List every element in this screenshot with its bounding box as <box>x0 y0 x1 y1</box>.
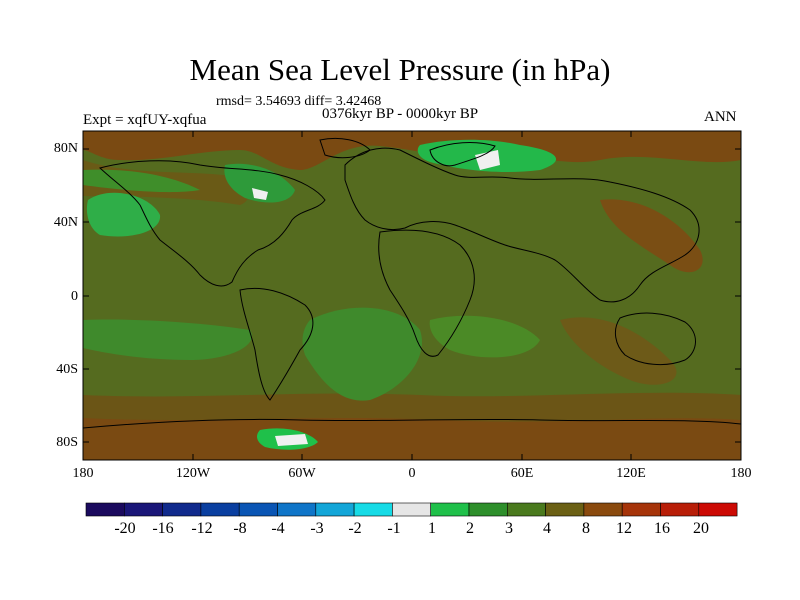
colorbar-swatch-12 <box>506 502 546 517</box>
greenland-outline <box>319 137 371 159</box>
colorbar <box>85 502 738 517</box>
colorbar-swatch-13 <box>545 502 585 517</box>
colorbar-label-7: -2 <box>348 520 362 537</box>
colorbar-label-3: -12 <box>191 520 213 537</box>
season-label: ANN <box>704 109 737 125</box>
lon-tick-0: 0 <box>408 466 416 481</box>
lon-tick-120e: 120E <box>616 466 646 481</box>
white-spot-north-europe <box>475 150 500 170</box>
colorbar-label-16: 20 <box>693 520 709 537</box>
stats-line: rmsd= 3.54693 diff= 3.42468 <box>216 94 382 109</box>
colorbar-swatch-7 <box>315 502 355 517</box>
experiment-label: Expt = xqfUY-xqfua <box>83 112 207 128</box>
lat-tick-marks <box>83 148 741 443</box>
colorbar-label-2: -16 <box>152 520 174 537</box>
lon-tick-180e: 180 <box>730 466 752 481</box>
colorbar-label-10: 2 <box>466 520 474 537</box>
colorbar-label-13: 8 <box>582 520 590 537</box>
colorbar-label-9: 1 <box>428 520 436 537</box>
lat-tick-80s: 80S <box>56 435 78 450</box>
brown-arctic-band <box>83 131 741 170</box>
south-america-outline <box>239 287 314 401</box>
colorbar-swatch-16 <box>660 502 700 517</box>
lat-tick-40s: 40S <box>56 362 78 377</box>
colorbar-label-8: -1 <box>387 520 401 537</box>
colorbar-label-6: -3 <box>310 520 324 537</box>
lon-tick-marks <box>192 131 632 460</box>
colorbar-swatch-1 <box>85 502 125 517</box>
lon-tick-60e: 60E <box>510 466 534 481</box>
brown-antarctica <box>83 418 741 460</box>
colorbar-label-11: 3 <box>505 520 513 537</box>
scandinavia-outline <box>429 142 496 167</box>
white-spot-antarctica <box>275 434 308 446</box>
green-south-atlantic <box>302 307 422 401</box>
colorbar-swatch-10 <box>430 502 470 517</box>
colorbar-swatch-5 <box>238 502 278 517</box>
lat-tick-40n: 40N <box>53 215 78 230</box>
brown-australia-region <box>560 317 677 385</box>
colorbar-swatch-14 <box>583 502 623 517</box>
colorbar-label-5: -4 <box>271 520 285 537</box>
lon-tick-60w: 60W <box>288 466 316 481</box>
lon-tick-180w: 180 <box>72 466 94 481</box>
brown-east-asia <box>600 199 703 273</box>
africa-outline <box>378 229 475 357</box>
colorbar-swatch-3 <box>162 502 202 517</box>
australia-outline <box>614 312 696 365</box>
colorbar-swatch-9 <box>392 502 431 517</box>
green-alaska-band <box>83 169 200 193</box>
pressure-field <box>83 131 741 460</box>
green-north-pacific-patch <box>86 192 161 237</box>
colorbar-swatch-17 <box>698 502 738 517</box>
period-label: 0376kyr BP - 0000kyr BP <box>322 106 479 122</box>
colorbar-swatch-11 <box>468 502 508 517</box>
colorbar-label-12: 4 <box>543 520 551 537</box>
white-spot-hudson <box>252 188 268 200</box>
map-title: Mean Sea Level Pressure (in hPa) <box>189 52 611 87</box>
colorbar-label-1: -20 <box>114 520 136 537</box>
colorbar-swatch-4 <box>200 502 240 517</box>
lat-tick-80n: 80N <box>53 141 78 156</box>
colorbar-swatch-2 <box>124 502 163 517</box>
coastlines <box>83 137 741 429</box>
colorbar-label-15: 16 <box>654 520 670 537</box>
green-south-pacific <box>83 319 252 360</box>
lon-tick-120w: 120W <box>175 466 211 481</box>
colorbar-label-4: -8 <box>233 520 247 537</box>
colorbar-label-14: 12 <box>616 520 632 537</box>
antarctica-outline <box>83 418 741 429</box>
eurasia-outline <box>344 147 700 303</box>
colorbar-swatch-6 <box>277 502 317 517</box>
north-america-outline <box>98 160 326 287</box>
colorbar-swatch-15 <box>621 502 661 517</box>
lat-tick-0: 0 <box>71 289 78 304</box>
colorbar-swatch-8 <box>353 502 393 517</box>
green-canada-patch <box>224 163 295 203</box>
